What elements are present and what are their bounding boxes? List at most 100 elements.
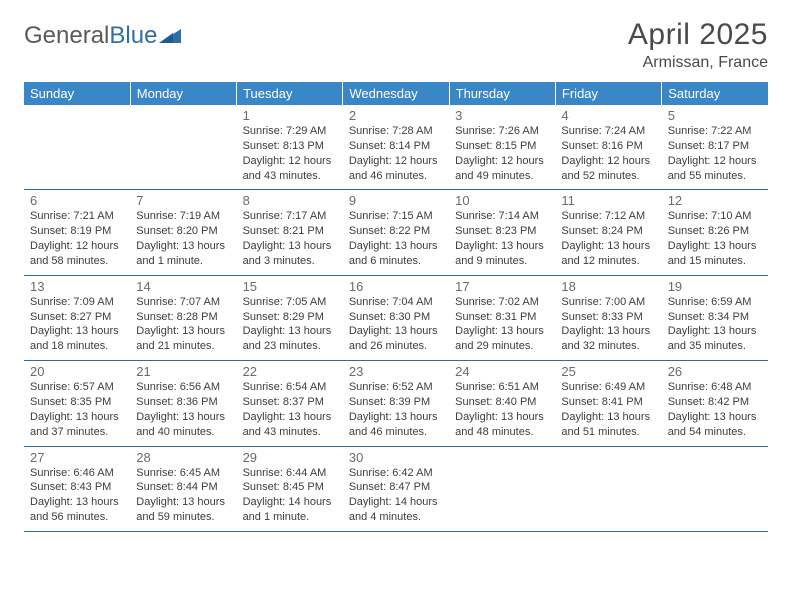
day-number: 28 bbox=[136, 450, 230, 465]
brand-triangle-icon bbox=[159, 22, 181, 50]
calendar-cell bbox=[24, 105, 130, 190]
calendar-cell: 15Sunrise: 7:05 AMSunset: 8:29 PMDayligh… bbox=[237, 275, 343, 360]
calendar-cell: 30Sunrise: 6:42 AMSunset: 8:47 PMDayligh… bbox=[343, 446, 449, 531]
calendar-cell: 22Sunrise: 6:54 AMSunset: 8:37 PMDayligh… bbox=[237, 361, 343, 446]
calendar-cell bbox=[662, 446, 768, 531]
calendar-cell: 26Sunrise: 6:48 AMSunset: 8:42 PMDayligh… bbox=[662, 361, 768, 446]
day-details: Sunrise: 7:07 AMSunset: 8:28 PMDaylight:… bbox=[136, 295, 230, 354]
calendar-table: Sunday Monday Tuesday Wednesday Thursday… bbox=[24, 82, 768, 532]
calendar-cell: 2Sunrise: 7:28 AMSunset: 8:14 PMDaylight… bbox=[343, 105, 449, 190]
day-details: Sunrise: 7:24 AMSunset: 8:16 PMDaylight:… bbox=[561, 124, 655, 183]
day-details: Sunrise: 7:19 AMSunset: 8:20 PMDaylight:… bbox=[136, 209, 230, 268]
calendar-cell: 21Sunrise: 6:56 AMSunset: 8:36 PMDayligh… bbox=[130, 361, 236, 446]
day-number: 10 bbox=[455, 193, 549, 208]
day-number: 26 bbox=[668, 364, 762, 379]
day-number: 17 bbox=[455, 279, 549, 294]
calendar-cell: 16Sunrise: 7:04 AMSunset: 8:30 PMDayligh… bbox=[343, 275, 449, 360]
calendar-cell: 7Sunrise: 7:19 AMSunset: 8:20 PMDaylight… bbox=[130, 190, 236, 275]
calendar-week-row: 1Sunrise: 7:29 AMSunset: 8:13 PMDaylight… bbox=[24, 105, 768, 190]
day-number: 16 bbox=[349, 279, 443, 294]
day-number: 25 bbox=[561, 364, 655, 379]
day-details: Sunrise: 7:29 AMSunset: 8:13 PMDaylight:… bbox=[243, 124, 337, 183]
day-details: Sunrise: 7:12 AMSunset: 8:24 PMDaylight:… bbox=[561, 209, 655, 268]
calendar-cell: 17Sunrise: 7:02 AMSunset: 8:31 PMDayligh… bbox=[449, 275, 555, 360]
day-details: Sunrise: 7:15 AMSunset: 8:22 PMDaylight:… bbox=[349, 209, 443, 268]
calendar-cell bbox=[130, 105, 236, 190]
weekday-header-row: Sunday Monday Tuesday Wednesday Thursday… bbox=[24, 82, 768, 105]
calendar-week-row: 20Sunrise: 6:57 AMSunset: 8:35 PMDayligh… bbox=[24, 361, 768, 446]
weekday-header: Tuesday bbox=[237, 82, 343, 105]
day-details: Sunrise: 7:28 AMSunset: 8:14 PMDaylight:… bbox=[349, 124, 443, 183]
day-details: Sunrise: 7:00 AMSunset: 8:33 PMDaylight:… bbox=[561, 295, 655, 354]
day-details: Sunrise: 6:52 AMSunset: 8:39 PMDaylight:… bbox=[349, 380, 443, 439]
calendar-cell: 29Sunrise: 6:44 AMSunset: 8:45 PMDayligh… bbox=[237, 446, 343, 531]
day-details: Sunrise: 6:54 AMSunset: 8:37 PMDaylight:… bbox=[243, 380, 337, 439]
calendar-cell: 8Sunrise: 7:17 AMSunset: 8:21 PMDaylight… bbox=[237, 190, 343, 275]
calendar-cell: 6Sunrise: 7:21 AMSunset: 8:19 PMDaylight… bbox=[24, 190, 130, 275]
day-number: 14 bbox=[136, 279, 230, 294]
weekday-header: Wednesday bbox=[343, 82, 449, 105]
day-details: Sunrise: 6:45 AMSunset: 8:44 PMDaylight:… bbox=[136, 466, 230, 525]
day-number: 3 bbox=[455, 108, 549, 123]
day-details: Sunrise: 6:49 AMSunset: 8:41 PMDaylight:… bbox=[561, 380, 655, 439]
calendar-cell: 25Sunrise: 6:49 AMSunset: 8:41 PMDayligh… bbox=[555, 361, 661, 446]
day-number: 23 bbox=[349, 364, 443, 379]
day-number: 18 bbox=[561, 279, 655, 294]
day-number: 1 bbox=[243, 108, 337, 123]
calendar-cell: 9Sunrise: 7:15 AMSunset: 8:22 PMDaylight… bbox=[343, 190, 449, 275]
calendar-cell: 23Sunrise: 6:52 AMSunset: 8:39 PMDayligh… bbox=[343, 361, 449, 446]
day-details: Sunrise: 6:46 AMSunset: 8:43 PMDaylight:… bbox=[30, 466, 124, 525]
calendar-cell: 20Sunrise: 6:57 AMSunset: 8:35 PMDayligh… bbox=[24, 361, 130, 446]
calendar-cell bbox=[449, 446, 555, 531]
day-details: Sunrise: 6:56 AMSunset: 8:36 PMDaylight:… bbox=[136, 380, 230, 439]
weekday-header: Saturday bbox=[662, 82, 768, 105]
day-number: 21 bbox=[136, 364, 230, 379]
day-number: 30 bbox=[349, 450, 443, 465]
day-number: 2 bbox=[349, 108, 443, 123]
month-title: April 2025 bbox=[628, 18, 768, 52]
day-details: Sunrise: 7:14 AMSunset: 8:23 PMDaylight:… bbox=[455, 209, 549, 268]
calendar-week-row: 6Sunrise: 7:21 AMSunset: 8:19 PMDaylight… bbox=[24, 190, 768, 275]
weekday-header: Monday bbox=[130, 82, 236, 105]
calendar-cell: 1Sunrise: 7:29 AMSunset: 8:13 PMDaylight… bbox=[237, 105, 343, 190]
day-number: 12 bbox=[668, 193, 762, 208]
weekday-header: Thursday bbox=[449, 82, 555, 105]
day-number: 13 bbox=[30, 279, 124, 294]
calendar-cell: 11Sunrise: 7:12 AMSunset: 8:24 PMDayligh… bbox=[555, 190, 661, 275]
day-details: Sunrise: 7:26 AMSunset: 8:15 PMDaylight:… bbox=[455, 124, 549, 183]
calendar-cell: 19Sunrise: 6:59 AMSunset: 8:34 PMDayligh… bbox=[662, 275, 768, 360]
day-number: 11 bbox=[561, 193, 655, 208]
calendar-cell: 27Sunrise: 6:46 AMSunset: 8:43 PMDayligh… bbox=[24, 446, 130, 531]
day-details: Sunrise: 7:09 AMSunset: 8:27 PMDaylight:… bbox=[30, 295, 124, 354]
day-number: 9 bbox=[349, 193, 443, 208]
brand-part1: General bbox=[24, 22, 109, 50]
day-details: Sunrise: 6:57 AMSunset: 8:35 PMDaylight:… bbox=[30, 380, 124, 439]
day-number: 6 bbox=[30, 193, 124, 208]
day-details: Sunrise: 7:04 AMSunset: 8:30 PMDaylight:… bbox=[349, 295, 443, 354]
day-details: Sunrise: 7:17 AMSunset: 8:21 PMDaylight:… bbox=[243, 209, 337, 268]
day-number: 24 bbox=[455, 364, 549, 379]
calendar-cell: 28Sunrise: 6:45 AMSunset: 8:44 PMDayligh… bbox=[130, 446, 236, 531]
day-details: Sunrise: 7:10 AMSunset: 8:26 PMDaylight:… bbox=[668, 209, 762, 268]
day-details: Sunrise: 6:44 AMSunset: 8:45 PMDaylight:… bbox=[243, 466, 337, 525]
weekday-header: Friday bbox=[555, 82, 661, 105]
day-number: 8 bbox=[243, 193, 337, 208]
day-number: 19 bbox=[668, 279, 762, 294]
day-details: Sunrise: 7:05 AMSunset: 8:29 PMDaylight:… bbox=[243, 295, 337, 354]
calendar-cell: 12Sunrise: 7:10 AMSunset: 8:26 PMDayligh… bbox=[662, 190, 768, 275]
calendar-cell: 13Sunrise: 7:09 AMSunset: 8:27 PMDayligh… bbox=[24, 275, 130, 360]
calendar-cell bbox=[555, 446, 661, 531]
calendar-cell: 10Sunrise: 7:14 AMSunset: 8:23 PMDayligh… bbox=[449, 190, 555, 275]
day-details: Sunrise: 7:22 AMSunset: 8:17 PMDaylight:… bbox=[668, 124, 762, 183]
day-number: 22 bbox=[243, 364, 337, 379]
day-number: 7 bbox=[136, 193, 230, 208]
brand-part2: Blue bbox=[109, 22, 157, 50]
day-number: 27 bbox=[30, 450, 124, 465]
day-details: Sunrise: 7:21 AMSunset: 8:19 PMDaylight:… bbox=[30, 209, 124, 268]
day-details: Sunrise: 7:02 AMSunset: 8:31 PMDaylight:… bbox=[455, 295, 549, 354]
day-number: 5 bbox=[668, 108, 762, 123]
title-block: April 2025 Armissan, France bbox=[628, 18, 768, 72]
calendar-cell: 14Sunrise: 7:07 AMSunset: 8:28 PMDayligh… bbox=[130, 275, 236, 360]
location: Armissan, France bbox=[628, 54, 768, 72]
calendar-cell: 4Sunrise: 7:24 AMSunset: 8:16 PMDaylight… bbox=[555, 105, 661, 190]
